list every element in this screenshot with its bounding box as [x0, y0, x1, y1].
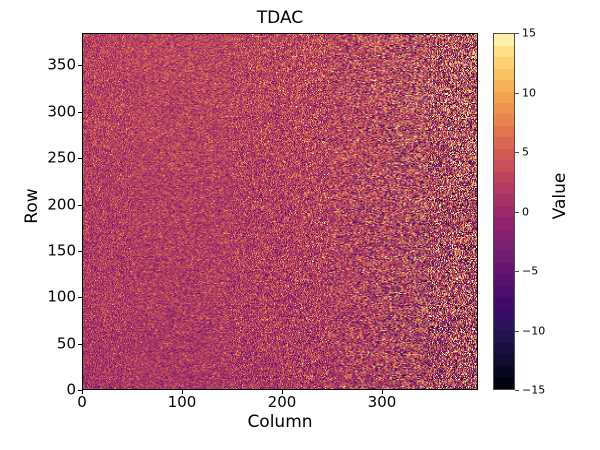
colorbar-tick-label: 0	[522, 205, 529, 219]
y-tick-label: 300	[47, 102, 76, 121]
y-axis-tick-labels: 0 50 100 150 200 250 300 350	[40, 0, 76, 450]
y-tick-mark	[78, 65, 82, 66]
colorbar-label: Value	[550, 172, 570, 220]
y-tick-label: 250	[47, 148, 76, 167]
y-tick-mark	[78, 112, 82, 113]
colorbar-tick-label: 15	[522, 26, 536, 40]
y-tick-mark	[78, 158, 82, 159]
x-tick-label: 0	[77, 393, 87, 411]
colorbar-tick-mark	[515, 93, 519, 94]
y-tick-mark	[78, 205, 82, 206]
colorbar-tick-mark	[515, 33, 519, 34]
x-tick-mark	[82, 390, 83, 394]
heatmap-axes	[82, 33, 478, 390]
colorbar-tick-mark	[515, 331, 519, 332]
y-tick-label: 150	[47, 241, 76, 260]
y-tick-mark	[78, 390, 82, 391]
x-tick-label: 200	[267, 393, 297, 411]
colorbar-tick-label: −15	[522, 383, 546, 397]
colorbar-tick-mark	[515, 152, 519, 153]
heatmap-image	[83, 34, 477, 389]
y-tick-label: 200	[47, 195, 76, 214]
x-tick-label: 300	[367, 393, 397, 411]
colorbar-tick-mark	[515, 271, 519, 272]
colorbar-tick-label: 10	[522, 86, 536, 100]
colorbar-tick-label: −5	[522, 264, 539, 278]
colorbar-tick-label: −10	[522, 324, 546, 338]
colorbar	[493, 33, 515, 390]
y-tick-label: 0	[66, 380, 76, 399]
y-tick-label: 100	[47, 287, 76, 306]
y-tick-mark	[78, 297, 82, 298]
y-tick-label: 50	[56, 334, 76, 353]
x-tick-mark	[382, 390, 383, 394]
colorbar-tick-mark	[515, 390, 519, 391]
page-title: TDAC	[256, 8, 304, 28]
x-axis-tick-labels: 0 100 200 300	[0, 395, 600, 417]
x-tick-mark	[282, 390, 283, 394]
y-tick-mark	[78, 251, 82, 252]
colorbar-gradient	[494, 34, 514, 389]
y-tick-label: 350	[47, 55, 76, 74]
x-tick-label: 100	[167, 393, 197, 411]
colorbar-tick-mark	[515, 212, 519, 213]
colorbar-tick-label: 5	[522, 145, 529, 159]
x-tick-mark	[182, 390, 183, 394]
y-tick-mark	[78, 344, 82, 345]
x-axis-label: Column	[247, 412, 313, 432]
